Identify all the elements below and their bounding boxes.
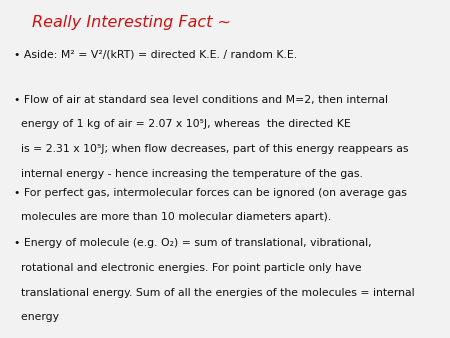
Text: energy: energy <box>14 312 58 322</box>
Text: Really Interesting Fact ~: Really Interesting Fact ~ <box>32 15 230 30</box>
Text: energy of 1 kg of air = 2.07 x 10⁵J, whereas  the directed KE: energy of 1 kg of air = 2.07 x 10⁵J, whe… <box>14 119 350 129</box>
Text: rotational and electronic energies. For point particle only have: rotational and electronic energies. For … <box>14 263 361 273</box>
Text: translational energy. Sum of all the energies of the molecules = internal: translational energy. Sum of all the ene… <box>14 288 414 298</box>
Text: • Energy of molecule (e.g. O₂) = sum of translational, vibrational,: • Energy of molecule (e.g. O₂) = sum of … <box>14 238 371 248</box>
Text: is = 2.31 x 10⁵J; when flow decreases, part of this energy reappears as: is = 2.31 x 10⁵J; when flow decreases, p… <box>14 144 408 154</box>
Text: internal energy - hence increasing the temperature of the gas.: internal energy - hence increasing the t… <box>14 169 362 179</box>
Text: • For perfect gas, intermolecular forces can be ignored (on average gas: • For perfect gas, intermolecular forces… <box>14 188 406 198</box>
Text: • Aside: M² = V²/(kRT) = directed K.E. / random K.E.: • Aside: M² = V²/(kRT) = directed K.E. /… <box>14 49 297 59</box>
Text: molecules are more than 10 molecular diameters apart).: molecules are more than 10 molecular dia… <box>14 212 331 222</box>
Text: • Flow of air at standard sea level conditions and M=2, then internal: • Flow of air at standard sea level cond… <box>14 95 387 105</box>
